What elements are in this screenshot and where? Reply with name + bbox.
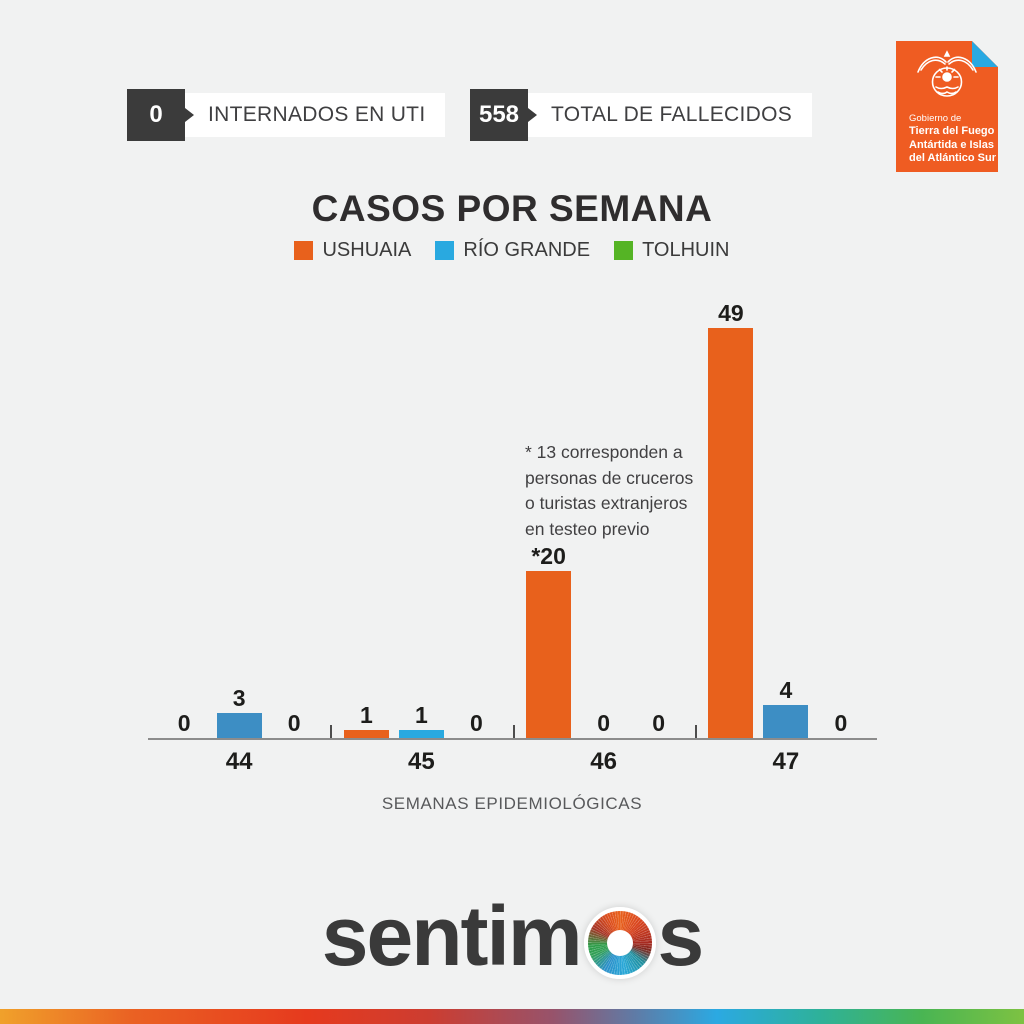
bar-value-label: 1 — [414, 702, 428, 728]
badge-arrow-icon — [528, 108, 537, 122]
brand-text-pre: sentim — [321, 889, 583, 983]
badge-uti-label: INTERNADOS EN UTI — [185, 93, 446, 137]
gov-text-line3: Antártida e Islas — [909, 138, 994, 151]
badge-arrow-icon — [185, 108, 194, 122]
badge-total-fallecidos: 558 TOTAL DE FALLECIDOS — [470, 89, 813, 141]
bar-slot: 0 — [813, 712, 868, 738]
bar-chart: * 13 corresponden a personas de cruceros… — [148, 298, 877, 740]
bar-río-grande — [398, 730, 444, 738]
bar-ushuaia — [343, 730, 389, 738]
badge-uti-value: 0 — [127, 89, 185, 141]
bar-slot: 0 — [576, 712, 631, 738]
bar-value-label: 0 — [287, 710, 301, 736]
bar-value-label: 0 — [177, 710, 191, 736]
bar-slot: 1 — [339, 704, 394, 738]
rainbow-gradient-bar — [0, 1009, 1024, 1024]
legend-label: TOLHUIN — [642, 239, 730, 261]
x-axis-tick-labels: 44 45 46 47 — [148, 748, 877, 776]
sentimos-logo: sentim s — [0, 893, 1024, 979]
gov-text-line4: del Atlántico Sur — [909, 152, 996, 165]
legend-item: TOLHUIN — [614, 239, 730, 262]
legend-swatch-icon — [294, 241, 314, 260]
bar-río-grande — [216, 713, 262, 738]
coat-of-arms-icon — [911, 48, 983, 106]
chart-title: CASOS POR SEMANA — [311, 188, 713, 229]
week-label-47: 47 — [772, 748, 800, 775]
bar-group-week-46: *20 0 0 — [513, 298, 695, 738]
axis-tick — [512, 725, 515, 738]
bar-slot: 0 — [631, 712, 686, 738]
bar-río-grande — [763, 705, 809, 738]
bar-slot: 49 — [703, 302, 758, 738]
axis-tick — [330, 725, 333, 738]
brand-text-post: s — [657, 889, 705, 983]
badge-fallecidos-label: TOTAL DE FALLECIDOS — [528, 93, 813, 137]
bar-slot: 4 — [758, 679, 813, 738]
legend-swatch-icon — [614, 241, 634, 260]
government-logo: Gobierno de Tierra del Fuego Antártida e… — [896, 41, 998, 172]
bar-value-label: 0 — [469, 710, 483, 736]
bar-value-label: 0 — [834, 710, 848, 736]
badge-fallecidos-value: 558 — [470, 89, 528, 141]
chart-legend: USHUAIA RÍO GRANDE TOLHUIN — [0, 239, 1024, 262]
bar-value-label: *20 — [531, 543, 566, 569]
bar-slot: 3 — [212, 687, 267, 738]
brand-iris-icon — [583, 907, 656, 979]
badge-internados-uti: 0 INTERNADOS EN UTI — [127, 89, 446, 141]
week-label-44: 44 — [225, 748, 253, 775]
bar-slot: 1 — [394, 704, 449, 738]
week-label-46: 46 — [590, 748, 617, 775]
legend-item: USHUAIA — [294, 239, 411, 262]
gov-text-line2: Tierra del Fuego — [909, 124, 995, 137]
bar-ushuaia — [708, 328, 754, 738]
week-label-45: 45 — [408, 748, 435, 775]
bar-value-label: 49 — [718, 300, 744, 326]
bar-value-label: 0 — [597, 710, 611, 736]
legend-swatch-icon — [435, 241, 455, 260]
legend-label: RÍO GRANDE — [463, 239, 591, 261]
bar-group-week-45: 1 1 0 — [330, 298, 512, 738]
x-axis-title: SEMANAS EPIDEMIOLÓGICAS — [381, 794, 643, 813]
bar-slot: 0 — [267, 712, 322, 738]
bar-value-label: 1 — [359, 702, 373, 728]
bar-ushuaia — [526, 571, 572, 738]
axis-tick — [694, 725, 697, 738]
bar-value-label: 3 — [232, 685, 246, 711]
bar-slot: 0 — [449, 712, 504, 738]
bar-group-week-47: 49 4 0 — [695, 298, 877, 738]
legend-label: USHUAIA — [322, 239, 412, 261]
gov-text-line1: Gobierno de — [909, 113, 962, 124]
legend-item: RÍO GRANDE — [435, 239, 590, 262]
chart-annotation: * 13 corresponden a personas de cruceros… — [525, 442, 694, 540]
bar-slot: *20 — [521, 545, 576, 738]
bar-value-label: 4 — [779, 677, 793, 703]
bar-value-label: 0 — [652, 710, 666, 736]
bar-slot: 0 — [157, 712, 212, 738]
bar-group-week-44: 0 3 0 — [148, 298, 330, 738]
government-logo-text: Gobierno de Tierra del Fuego Antártida e… — [909, 113, 996, 166]
